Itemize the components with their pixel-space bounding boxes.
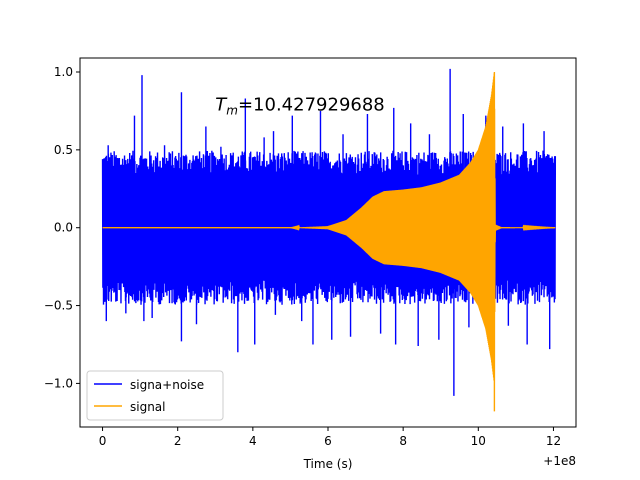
legend: signa+noise signal bbox=[86, 370, 224, 421]
x-axis-label: Time (s) bbox=[303, 457, 353, 471]
merger-time-annotation: Tm=10.427929688 bbox=[215, 95, 384, 118]
legend-label-signa-noise: signa+noise bbox=[130, 378, 204, 392]
y-tick-label: −0.5 bbox=[44, 299, 73, 313]
x-tick-label: 2 bbox=[174, 434, 182, 448]
annotation-subscript: m bbox=[226, 104, 238, 118]
y-tick-label: 0.0 bbox=[54, 221, 73, 235]
signal-line bbox=[102, 72, 556, 412]
x-axis-ticks: 0 2 4 6 8 10 12 bbox=[99, 427, 561, 448]
y-axis-ticks: −1.0 −0.5 0.0 0.5 1.0 bbox=[44, 65, 80, 390]
x-tick-label: 6 bbox=[324, 434, 332, 448]
x-tick-label: 4 bbox=[249, 434, 257, 448]
y-tick-label: 0.5 bbox=[54, 143, 73, 157]
y-tick-label: 1.0 bbox=[54, 65, 73, 79]
annotation-value: =10.427929688 bbox=[238, 95, 385, 116]
legend-label-signal: signal bbox=[130, 400, 166, 414]
y-tick-label: −1.0 bbox=[44, 376, 73, 390]
x-tick-label: 0 bbox=[99, 434, 107, 448]
x-tick-label: 8 bbox=[399, 434, 407, 448]
signal-series bbox=[102, 72, 556, 412]
x-tick-label: 10 bbox=[471, 434, 486, 448]
annotation-symbol: T bbox=[215, 95, 228, 116]
signa-noise-series bbox=[101, 68, 557, 396]
x-offset-label: +1e8 bbox=[543, 454, 576, 468]
x-tick-label: 12 bbox=[546, 434, 561, 448]
signa-noise-line bbox=[101, 68, 557, 396]
